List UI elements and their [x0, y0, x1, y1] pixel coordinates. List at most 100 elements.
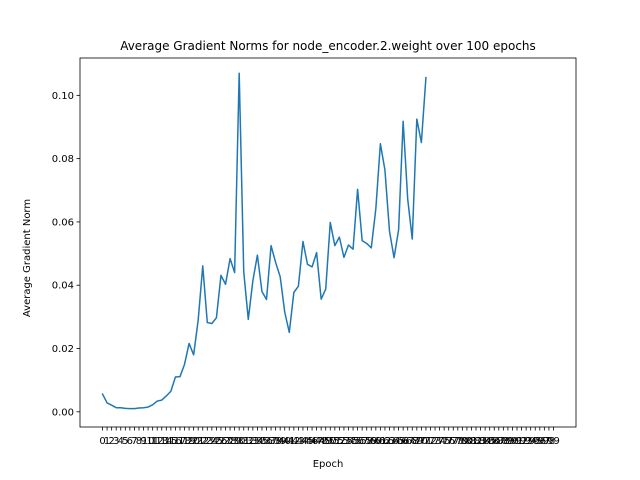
- x-tick-label: 87: [492, 436, 505, 447]
- x-tick-label: 24: [205, 436, 218, 447]
- x-tick-label: 39: [274, 436, 287, 447]
- x-tick-label: 11: [146, 436, 159, 447]
- x-tick-label: 62: [379, 436, 392, 447]
- x-tick-label: 8: [136, 436, 142, 447]
- x-tick-label: 54: [342, 436, 355, 447]
- x-tick-label: 2: [108, 436, 114, 447]
- x-tick-label: 1: [104, 436, 110, 447]
- x-tick-label: 50: [324, 436, 337, 447]
- x-tick-label: 34: [251, 436, 264, 447]
- x-tick-label: 30: [233, 436, 246, 447]
- x-tick-label: 61: [374, 436, 387, 447]
- x-tick-label: 90: [506, 436, 519, 447]
- x-tick-label: 68: [406, 436, 419, 447]
- x-tick-label: 4: [118, 436, 124, 447]
- x-tick-label: 42: [287, 436, 300, 447]
- x-tick-label: 76: [442, 436, 455, 447]
- x-tick-label: 58: [360, 436, 373, 447]
- y-tick-label: 0.08: [52, 154, 74, 165]
- x-tick-label: 94: [524, 436, 537, 447]
- x-tick-label: 56: [351, 436, 364, 447]
- x-tick-label: 75: [438, 436, 451, 447]
- x-tick-label: 48: [315, 436, 328, 447]
- x-tick-label: 53: [338, 436, 351, 447]
- x-tick-label: 6: [127, 436, 133, 447]
- x-tick-label: 59: [365, 436, 378, 447]
- x-tick-label: 33: [246, 436, 259, 447]
- y-tick-label: 0.06: [52, 217, 74, 228]
- x-tick-label: 0: [99, 436, 105, 447]
- x-tick-label: 57: [356, 436, 369, 447]
- x-tick-label: 96: [533, 436, 546, 447]
- x-tick-label: 63: [383, 436, 396, 447]
- x-tick-label: 82: [470, 436, 483, 447]
- x-tick-label: 93: [520, 436, 533, 447]
- x-tick-label: 20: [187, 436, 200, 447]
- x-tick-label: 38: [269, 436, 282, 447]
- x-tick-label: 35: [256, 436, 269, 447]
- x-tick-label: 46: [306, 436, 319, 447]
- x-tick-label: 79: [456, 436, 469, 447]
- x-tick-label: 15: [164, 436, 177, 447]
- x-tick-label: 26: [215, 436, 228, 447]
- x-tick-label: 25: [210, 436, 223, 447]
- x-tick-label: 21: [192, 436, 205, 447]
- x-tick-label: 36: [260, 436, 273, 447]
- x-tick-label: 92: [515, 436, 528, 447]
- x-tick-label: 97: [538, 436, 551, 447]
- x-tick-label: 16: [169, 436, 182, 447]
- x-tick-label: 77: [447, 436, 460, 447]
- x-tick-label: 9: [140, 436, 146, 447]
- x-tick-label: 12: [151, 436, 164, 447]
- series-line: [101, 72, 427, 410]
- x-tick-label: 55: [347, 436, 360, 447]
- x-tick-label: 65: [392, 436, 405, 447]
- x-tick-label: 69: [410, 436, 423, 447]
- x-tick-label: 91: [511, 436, 524, 447]
- x-tick-label: 10: [142, 436, 155, 447]
- x-tick-label: 22: [196, 436, 209, 447]
- x-tick-label: 64: [388, 436, 401, 447]
- x-tick-label: 88: [497, 436, 510, 447]
- x-tick-label: 99: [547, 436, 560, 447]
- x-tick-label: 84: [479, 436, 492, 447]
- x-tick-label: 98: [543, 436, 556, 447]
- x-tick-label: 85: [483, 436, 496, 447]
- x-tick-label: 23: [201, 436, 214, 447]
- x-tick-label: 27: [219, 436, 232, 447]
- x-tick-label: 31: [237, 436, 250, 447]
- x-tick-label: 60: [369, 436, 382, 447]
- x-tick-label: 40: [278, 436, 291, 447]
- x-tick-label: 52: [333, 436, 346, 447]
- x-tick-label: 5: [122, 436, 128, 447]
- x-tick-label: 47: [310, 436, 323, 447]
- plot-area: 0.000.020.040.060.080.100123456789101112…: [52, 57, 577, 447]
- x-tick-label: 32: [242, 436, 255, 447]
- x-tick-label: 43: [292, 436, 305, 447]
- x-tick-label: 78: [451, 436, 464, 447]
- x-tick-label: 3: [113, 436, 119, 447]
- x-tick-label: 74: [433, 436, 446, 447]
- x-tick-label: 45: [301, 436, 314, 447]
- x-tick-label: 19: [183, 436, 196, 447]
- y-tick-label: 0.10: [52, 91, 74, 102]
- x-tick-label: 14: [160, 436, 173, 447]
- x-tick-label: 17: [174, 436, 187, 447]
- x-tick-label: 66: [397, 436, 410, 447]
- x-tick-label: 37: [265, 436, 278, 447]
- x-tick-label: 95: [529, 436, 542, 447]
- x-tick-label: 44: [297, 436, 310, 447]
- x-tick-label: 67: [401, 436, 414, 447]
- x-tick-label: 18: [178, 436, 191, 447]
- x-tick-label: 81: [465, 436, 478, 447]
- x-tick-label: 86: [488, 436, 501, 447]
- x-tick-label: 13: [155, 436, 168, 447]
- x-tick-label: 71: [420, 436, 433, 447]
- x-tick-label: 41: [283, 436, 296, 447]
- x-tick-label: 28: [224, 436, 237, 447]
- y-tick-label: 0.00: [52, 407, 74, 418]
- x-tick-label: 7: [131, 436, 137, 447]
- y-tick-label: 0.04: [52, 281, 74, 292]
